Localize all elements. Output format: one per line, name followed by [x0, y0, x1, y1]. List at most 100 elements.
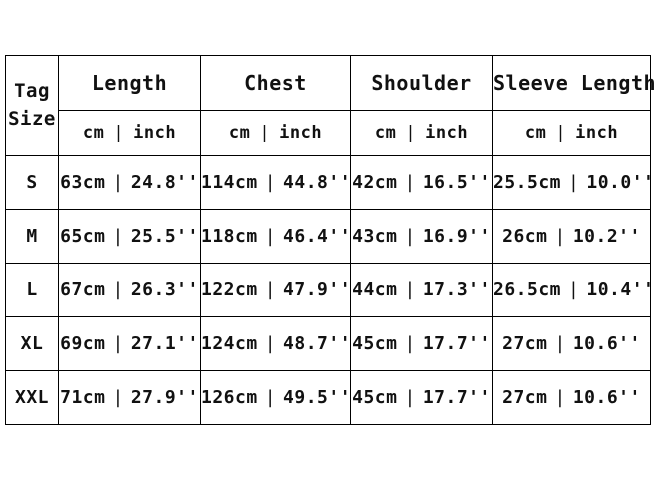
value-separator: | [112, 333, 124, 355]
length-cm-value: 65cm [60, 225, 106, 247]
cell-length: 63cm | 24.8'' [58, 155, 201, 210]
row-size-label: S [5, 155, 59, 210]
cell-sleeve-length: 27cm | 10.6'' [492, 370, 651, 425]
cell-length: 69cm | 27.1'' [58, 316, 201, 372]
sleeve-inch-value: 10.4'' [586, 279, 655, 301]
unit-separator-shoulder: | [405, 123, 417, 143]
sleeve-cm-value: 26cm [502, 225, 548, 247]
value-separator: | [554, 225, 566, 247]
header-tag-size: Tag Size [5, 55, 59, 156]
table-row: XL 69cm | 27.1'' 124cm | 48.7'' 45cm | 17.7'' … [5, 316, 651, 372]
length-inch-value: 27.1'' [130, 333, 199, 355]
cell-chest: 118cm | 46.4'' [200, 208, 352, 264]
table-row: M 65cm | 25.5'' 118cm | 46.4'' 43cm | 16.9'' 2… [5, 208, 651, 264]
chest-inch-value: 48.7'' [283, 333, 352, 355]
value-separator: | [112, 387, 124, 409]
unit-inch-length: inch [133, 123, 177, 143]
header-group-shoulder: Shoulder [350, 55, 493, 111]
shoulder-cm-value: 45cm [352, 387, 398, 409]
unit-cm-shoulder: cm [374, 123, 397, 143]
chest-cm-value: 118cm [201, 225, 258, 247]
value-separator: | [568, 171, 580, 193]
header-group-chest: Chest [200, 55, 351, 111]
value-separator: | [264, 225, 277, 247]
length-inch-value: 26.3'' [130, 279, 199, 301]
sleeve-inch-value: 10.0'' [586, 171, 655, 193]
value-separator: | [404, 333, 416, 355]
unit-cm-sleeve: cm [524, 123, 547, 143]
shoulder-cm-value: 43cm [352, 225, 398, 247]
unit-inch-shoulder: inch [425, 123, 469, 143]
chest-inch-value: 47.9'' [283, 279, 352, 301]
table-row: L 67cm | 26.3'' 122cm | 47.9'' 44cm | 17.3'' 2… [5, 262, 655, 318]
chest-cm-value: 114cm [201, 171, 258, 193]
sleeve-cm-value: 27cm [502, 333, 548, 355]
chest-inch-value: 44.8'' [283, 171, 352, 193]
value-separator: | [112, 225, 124, 247]
chest-cm-value: 126cm [201, 387, 258, 409]
shoulder-inch-value: 16.9'' [422, 225, 491, 247]
value-separator: | [404, 171, 416, 193]
row-size-label: M [5, 208, 59, 264]
length-cm-value: 71cm [60, 387, 106, 409]
length-cm-value: 63cm [60, 171, 106, 193]
value-separator: | [568, 279, 580, 301]
length-inch-value: 27.9'' [130, 387, 199, 409]
chest-cm-value: 122cm [201, 279, 258, 301]
shoulder-cm-value: 45cm [352, 333, 398, 355]
length-cm-value: 69cm [60, 333, 106, 355]
unit-separator-chest: | [259, 123, 271, 143]
cell-shoulder: 42cm | 16.5'' [350, 155, 493, 210]
cell-shoulder: 44cm | 17.3'' [350, 262, 493, 318]
length-cm-value: 67cm [60, 279, 106, 301]
cell-sleeve-length: 26.5cm | 10.4'' [492, 262, 655, 318]
value-separator: | [404, 387, 416, 409]
sleeve-cm-value: 25.5cm [493, 171, 562, 193]
cell-length: 67cm | 26.3'' [58, 262, 201, 318]
sleeve-cm-value: 26.5cm [493, 279, 562, 301]
cell-sleeve-length: 25.5cm | 10.0'' [492, 155, 655, 210]
cell-shoulder: 45cm | 17.7'' [350, 316, 493, 372]
cell-chest: 114cm | 44.8'' [200, 155, 352, 210]
cell-sleeve-length: 27cm | 10.6'' [492, 316, 651, 372]
header-units-length: cm | inch [58, 110, 201, 156]
sleeve-inch-value: 10.2'' [572, 225, 641, 247]
unit-inch-chest: inch [279, 123, 323, 143]
shoulder-inch-value: 17.7'' [422, 387, 491, 409]
row-size-label: XL [5, 316, 59, 372]
sleeve-inch-value: 10.6'' [572, 387, 641, 409]
unit-inch-sleeve: inch [575, 123, 619, 143]
row-size-label: L [5, 262, 59, 318]
cell-shoulder: 45cm | 17.7'' [350, 370, 493, 425]
shoulder-cm-value: 42cm [352, 171, 398, 193]
value-separator: | [264, 333, 277, 355]
unit-separator-sleeve: | [555, 123, 567, 143]
chest-inch-value: 46.4'' [283, 225, 352, 247]
value-separator: | [112, 279, 124, 301]
value-separator: | [404, 279, 416, 301]
value-separator: | [112, 171, 124, 193]
table-body: S 63cm | 24.8'' 114cm | 44.8'' 42cm | 16.5'' 2… [5, 155, 655, 425]
chest-cm-value: 124cm [201, 333, 258, 355]
tag-size-line-1: Tag [14, 79, 50, 102]
shoulder-inch-value: 16.5'' [422, 171, 491, 193]
value-separator: | [264, 279, 277, 301]
header-units-sleeve: cm | inch [492, 110, 651, 156]
value-separator: | [264, 171, 277, 193]
sleeve-cm-value: 27cm [502, 387, 548, 409]
value-separator: | [554, 387, 566, 409]
unit-cm-length: cm [82, 123, 105, 143]
cell-chest: 124cm | 48.7'' [200, 316, 352, 372]
header-group-length: Length [58, 55, 201, 111]
size-chart-table: Tag Size Length Chest Shoulder Sleeve Le… [5, 55, 656, 425]
cell-chest: 126cm | 49.5'' [200, 370, 351, 425]
shoulder-cm-value: 44cm [352, 279, 398, 301]
cell-sleeve-length: 26cm | 10.2'' [492, 208, 651, 264]
unit-cm-chest: cm [228, 123, 251, 143]
value-separator: | [264, 387, 277, 409]
length-inch-value: 25.5'' [130, 225, 199, 247]
tag-size-line-2: Size [8, 107, 56, 130]
header-group-sleeve-length: Sleeve Length [492, 55, 656, 111]
shoulder-inch-value: 17.7'' [422, 333, 491, 355]
header-row-groups: Tag Size Length Chest Shoulder Sleeve Le… [5, 55, 656, 156]
